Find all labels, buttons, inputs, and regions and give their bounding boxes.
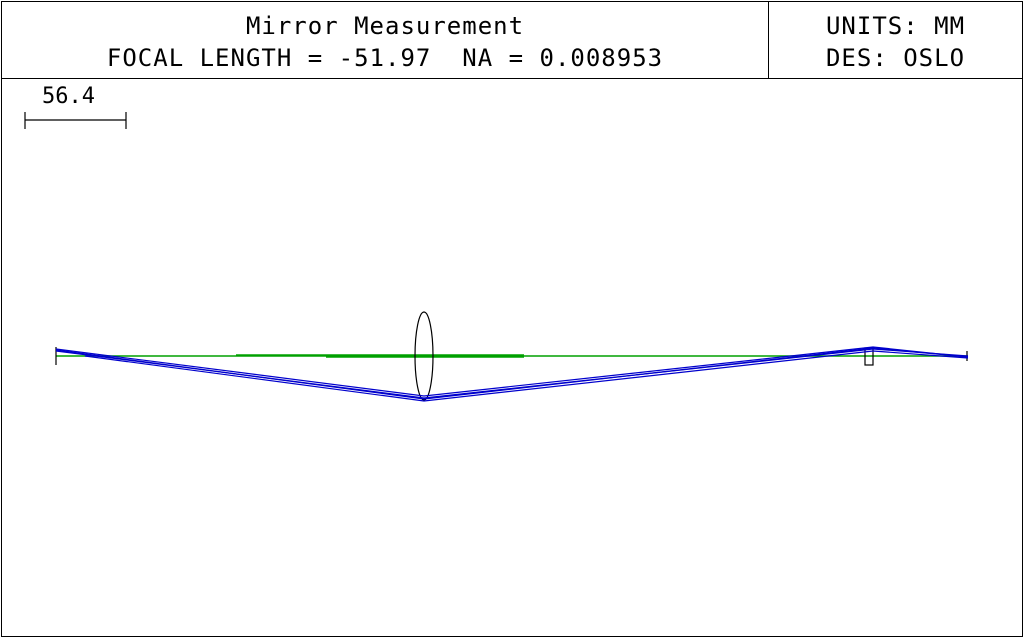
units-block: UNITS: MM DES: OSLO [769, 2, 1022, 79]
scale-bar-label: 56.4 [42, 84, 95, 109]
title-block: Mirror Measurement FOCAL LENGTH = -51.97… [2, 2, 769, 79]
units-text: UNITS: MM [825, 12, 966, 40]
ray-trace [55, 346, 969, 402]
diagram-title: Mirror Measurement [245, 12, 525, 40]
optical-axis [56, 354, 968, 358]
specs-line: FOCAL LENGTH = -51.97 NA = 0.008953 [2, 44, 768, 72]
focal-length-text: FOCAL LENGTH = -51.97 [106, 44, 432, 72]
mirror-element [414, 311, 434, 401]
na-text: NA = 0.008953 [462, 44, 664, 72]
designer-text: DES: OSLO [825, 44, 966, 72]
scale-bar [24, 112, 127, 129]
